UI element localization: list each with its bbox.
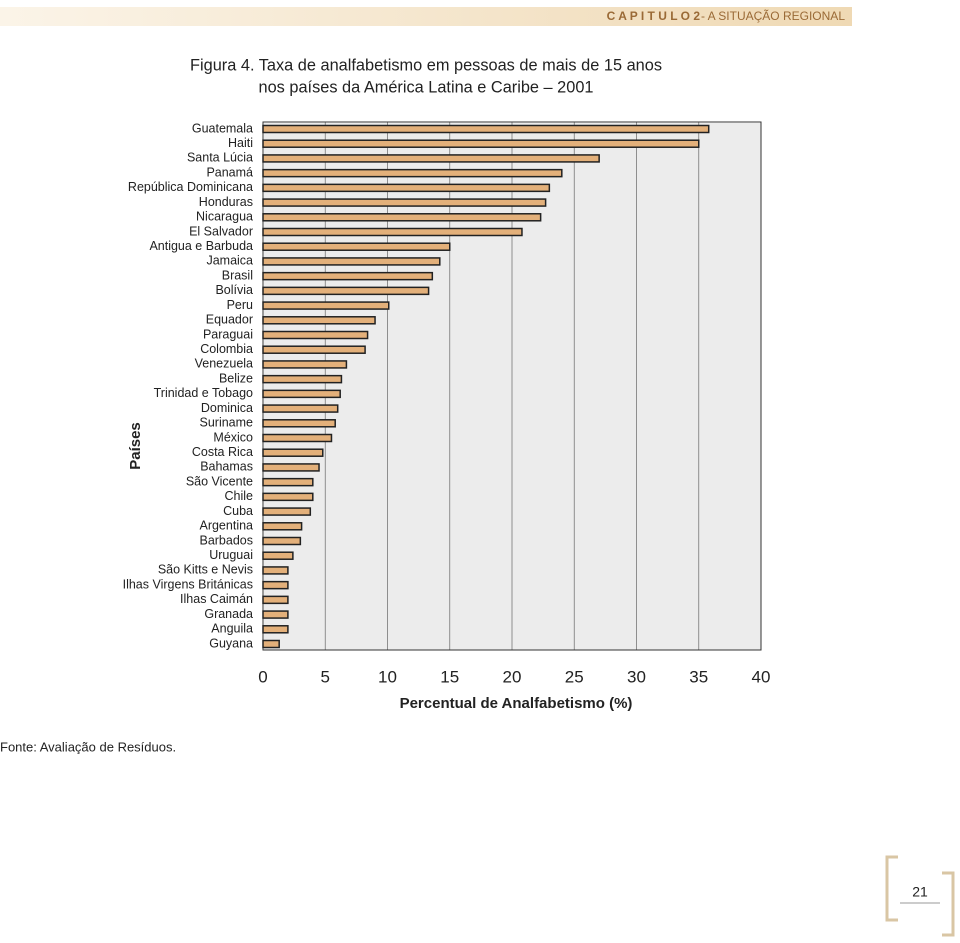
page-bracket bbox=[885, 855, 955, 937]
bar bbox=[262, 566, 289, 575]
y-tick-label: São Kitts e Nevis bbox=[158, 563, 253, 577]
y-tick-label: Brasil bbox=[222, 268, 253, 282]
bar bbox=[262, 345, 366, 354]
bar bbox=[262, 271, 434, 281]
y-tick-label: Guatemala bbox=[192, 121, 253, 135]
y-tick-label: São Vicente bbox=[186, 474, 253, 488]
y-tick-label: Barbados bbox=[199, 533, 253, 547]
y-tick-label: Colombia bbox=[200, 342, 253, 356]
y-tick-label: Argentina bbox=[199, 519, 253, 533]
x-tick-label: 30 bbox=[627, 667, 646, 686]
y-tick-label: Ilhas Virgens Británicas bbox=[123, 577, 253, 591]
bar bbox=[262, 639, 280, 649]
x-tick-label: 20 bbox=[503, 667, 522, 686]
y-tick-label: Antigua e Barbuda bbox=[149, 239, 253, 253]
y-tick-label: República Dominicana bbox=[128, 180, 253, 194]
bar bbox=[262, 227, 523, 237]
header-band bbox=[0, 7, 852, 26]
y-tick-label: Bolívia bbox=[215, 283, 253, 297]
y-tick-label: Bahamas bbox=[200, 460, 253, 474]
chart-title: nos países da América Latina e Caribe – … bbox=[259, 77, 594, 96]
bar bbox=[262, 257, 441, 266]
y-tick-label: Panamá bbox=[206, 165, 253, 179]
x-tick-label: 25 bbox=[565, 667, 584, 686]
y-tick-label: Nicaragua bbox=[196, 210, 253, 224]
chapter: C A P I T U L O 2 bbox=[607, 9, 701, 23]
y-tick-label: Chile bbox=[225, 489, 254, 503]
bar bbox=[262, 507, 312, 516]
bar bbox=[262, 168, 563, 178]
y-tick-label: Honduras bbox=[199, 195, 253, 209]
y-tick-label: Haiti bbox=[228, 136, 253, 150]
y-tick-label: El Salvador bbox=[189, 224, 253, 238]
y-tick-label: Costa Rica bbox=[192, 445, 253, 459]
bar bbox=[262, 330, 369, 340]
bar bbox=[262, 374, 343, 384]
y-tick-label: Peru bbox=[227, 298, 253, 312]
y-tick-label: Dominica bbox=[201, 401, 253, 415]
y-tick-label: Jamaica bbox=[206, 254, 253, 268]
y-tick-label: Belize bbox=[219, 371, 253, 385]
source: Fonte: Avaliação de Resíduos. bbox=[0, 739, 176, 754]
bar bbox=[262, 301, 390, 310]
plot-frame bbox=[262, 121, 762, 651]
bar bbox=[262, 316, 376, 325]
y-tick-label: Venezuela bbox=[195, 357, 253, 371]
y-tick-label: Guyana bbox=[209, 636, 253, 650]
chart-title: Figura 4. Taxa de analfabetismo em pesso… bbox=[190, 55, 662, 74]
x-axis-label: Percentual de Analfabetismo (%) bbox=[400, 695, 633, 712]
bar bbox=[262, 242, 451, 251]
bar bbox=[262, 183, 551, 193]
bar bbox=[262, 213, 542, 222]
bar bbox=[262, 477, 314, 487]
x-tick-label: 40 bbox=[752, 667, 771, 686]
bar bbox=[262, 536, 302, 546]
x-tick-label: 10 bbox=[378, 667, 397, 686]
y-axis-label: Países bbox=[127, 422, 144, 470]
section: - A SITUAÇÃO REGIONAL bbox=[701, 9, 845, 23]
page-number: 21 bbox=[912, 884, 928, 900]
background-photo bbox=[264, 123, 761, 650]
bar bbox=[262, 154, 600, 163]
bar bbox=[262, 404, 339, 413]
y-tick-label: Paraguai bbox=[203, 327, 253, 341]
y-tick-label: Trinidad e Tobago bbox=[154, 386, 253, 400]
bar bbox=[262, 463, 320, 472]
bar bbox=[262, 492, 314, 502]
y-tick-label: Equador bbox=[206, 313, 253, 327]
y-tick-label: Anguila bbox=[211, 622, 253, 636]
bar bbox=[262, 433, 333, 443]
bar bbox=[262, 580, 289, 590]
x-tick-label: 0 bbox=[258, 667, 267, 686]
bar bbox=[262, 419, 336, 428]
y-tick-label: Santa Lúcia bbox=[187, 151, 253, 165]
bar bbox=[262, 551, 294, 560]
bar bbox=[262, 389, 341, 399]
y-tick-label: Cuba bbox=[223, 504, 253, 518]
bar bbox=[262, 595, 289, 605]
y-tick-label: Granada bbox=[204, 607, 253, 621]
bar bbox=[262, 448, 324, 457]
x-tick-label: 15 bbox=[440, 667, 459, 686]
bar bbox=[262, 139, 700, 148]
bar bbox=[262, 286, 430, 296]
y-tick-label: México bbox=[213, 430, 253, 444]
bar bbox=[262, 124, 710, 134]
bar bbox=[262, 198, 547, 207]
x-tick-label: 5 bbox=[321, 667, 330, 686]
x-tick-label: 35 bbox=[689, 667, 708, 686]
y-tick-label: Uruguai bbox=[209, 548, 253, 562]
bar bbox=[262, 625, 289, 634]
bar bbox=[262, 610, 289, 619]
y-tick-label: Suriname bbox=[200, 416, 254, 430]
bar bbox=[262, 522, 303, 531]
bar bbox=[262, 360, 348, 369]
y-tick-label: Ilhas Caimán bbox=[180, 592, 253, 606]
